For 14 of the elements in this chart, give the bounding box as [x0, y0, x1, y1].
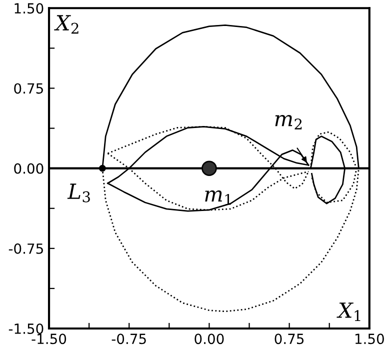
annotation: m$_{2}$ — [275, 114, 302, 130]
x-tick-label: -0.75 — [112, 334, 146, 344]
annotation: X$_{2}$ — [54, 15, 78, 34]
x-tick-label: 1.50 — [355, 334, 384, 344]
annotation: L$_{3}$ — [67, 184, 90, 202]
x-tick-label: -1.50 — [32, 334, 66, 344]
y-tick-label: -0.75 — [8, 243, 43, 254]
y-tick-label: 1.50 — [14, 3, 44, 14]
x-tick-label: 0.00 — [194, 334, 224, 344]
y-tick-label: -1.50 — [8, 323, 44, 334]
x-tick-label: 0.75 — [274, 334, 304, 344]
y-tick-label: 0.00 — [14, 163, 44, 174]
annotation: X$_{1}$ — [336, 302, 360, 321]
y-tick-label: 0.75 — [14, 83, 43, 94]
